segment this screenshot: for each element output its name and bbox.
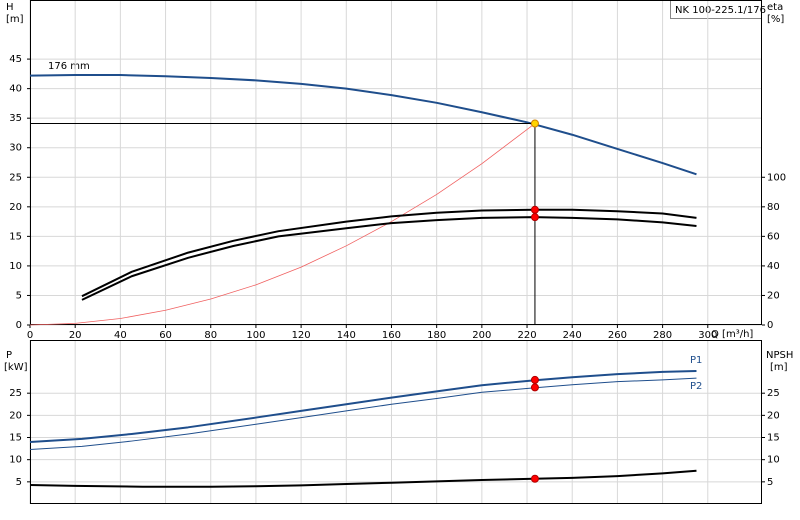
x-tick-label: 220: [517, 330, 536, 341]
y-tick-label: 20: [9, 202, 22, 213]
y2-tick-label: 25: [767, 388, 780, 399]
x-tick-label: 180: [427, 330, 446, 341]
y2-tick-label: 60: [767, 231, 780, 242]
operating-point: [530, 383, 539, 392]
curve: [29, 469, 697, 488]
operating-point: [530, 119, 539, 128]
plot-frame: [30, 340, 762, 504]
x-tick-label: 300: [698, 330, 717, 341]
curve: [81, 216, 697, 301]
x-tick-label: 40: [114, 330, 127, 341]
operating-point: [530, 213, 539, 222]
y-tick-label: 40: [9, 84, 22, 95]
y2-tick-label: 15: [767, 433, 780, 444]
y-tick-label: 5: [16, 290, 22, 301]
y2-tick-label: 100: [767, 172, 786, 183]
x-tick-label: 120: [292, 330, 311, 341]
model-label: NK 100-225.1/176: [675, 5, 766, 16]
curve-label: P2: [690, 381, 702, 392]
operating-point: [530, 205, 539, 214]
y-tick-label: 0: [16, 320, 22, 331]
npsh-axis-label: NPSH: [766, 350, 793, 361]
operating-point: [530, 474, 539, 483]
curve-label: 176 mm: [48, 61, 90, 72]
y-tick-label: 25: [9, 388, 22, 399]
x-tick-label: 240: [563, 330, 582, 341]
y-tick-label: 10: [9, 455, 22, 466]
curve: [29, 377, 697, 450]
npsh-axis-unit: [m]: [770, 362, 788, 373]
y2-tick-label: 5: [767, 477, 773, 488]
eta-axis-label: eta: [767, 2, 783, 13]
y2-tick-label: 40: [767, 261, 780, 272]
y-tick-label: 20: [9, 410, 22, 421]
p-axis-label: P: [6, 350, 12, 361]
x-tick-label: 0: [27, 330, 33, 341]
y-tick-label: 5: [16, 477, 22, 488]
y-tick-label: 35: [9, 113, 22, 124]
x-tick-label: 280: [653, 330, 672, 341]
y2-tick-label: 0: [767, 320, 773, 331]
x-tick-label: 100: [246, 330, 265, 341]
y-tick-label: 25: [9, 172, 22, 183]
x-tick-label: 80: [204, 330, 217, 341]
x-tick-label: 140: [337, 330, 356, 341]
y-tick-label: 45: [9, 54, 22, 65]
curve: [29, 370, 697, 443]
curve: [81, 208, 697, 298]
x-tick-label: 160: [382, 330, 401, 341]
curve: [29, 74, 697, 176]
y-tick-label: 30: [9, 143, 22, 154]
y2-tick-label: 80: [767, 202, 780, 213]
plot-frame: [30, 0, 762, 325]
x-tick-label: 260: [608, 330, 627, 341]
curve-label: P1: [690, 355, 702, 366]
y-tick-label: 10: [9, 261, 22, 272]
x-tick-label: 200: [472, 330, 491, 341]
h-axis-unit: [m]: [6, 14, 24, 25]
operating-point: [530, 375, 539, 384]
x-tick-label: 20: [69, 330, 82, 341]
x-tick-label: 60: [159, 330, 172, 341]
x-axis-label: Q [m³/h]: [711, 329, 753, 340]
y-tick-label: 15: [9, 231, 22, 242]
curve: [29, 123, 536, 326]
y2-tick-label: 20: [767, 290, 780, 301]
y2-tick-label: 10: [767, 455, 780, 466]
h-axis-label: H: [6, 2, 14, 13]
p-axis-unit: [kW]: [4, 362, 28, 373]
y2-tick-label: 20: [767, 410, 780, 421]
eta-axis-unit: [%]: [767, 14, 784, 25]
y-tick-label: 15: [9, 433, 22, 444]
